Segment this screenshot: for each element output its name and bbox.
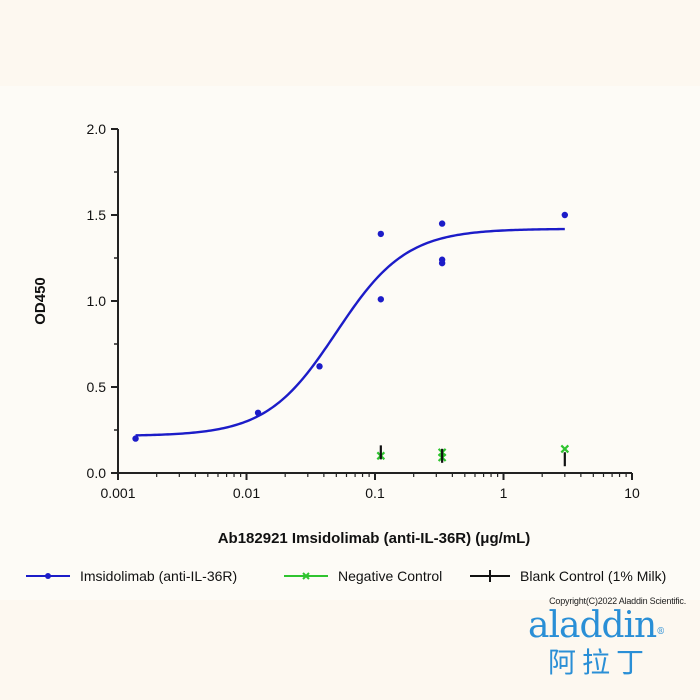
legend-item-blank-control: Blank Control (1% Milk)	[470, 568, 666, 584]
y-tick-label: 1.0	[87, 293, 107, 309]
legend: Imsidolimab (anti-IL-36R) Negative Contr…	[0, 562, 700, 590]
x-tick-label: 1	[500, 485, 508, 501]
x-tick-label: 0.01	[233, 485, 260, 501]
fit-curve-group	[135, 227, 565, 437]
x-tick-label: 0.1	[365, 485, 385, 501]
legend-label-negative-control: Negative Control	[338, 568, 443, 584]
logo-wordmark: aladdin®	[528, 605, 665, 646]
legend-label-imsidolimab: Imsidolimab (anti-IL-36R)	[80, 568, 238, 584]
data-point-circle	[438, 256, 446, 263]
data-point-circle	[132, 435, 139, 442]
aladdin-logo: aladdin® 阿拉丁	[528, 606, 688, 686]
y-tick-label: 0.5	[87, 379, 107, 395]
x-tick-label: 0.001	[100, 485, 135, 501]
data-point-circle	[377, 296, 385, 303]
legend-line-x-icon	[284, 572, 328, 580]
dose-response-chart: 0.0 0.5 1.0 1.5 2.0 0.001 0.01 0.1 1 10 OD450 Ab…	[32, 121, 640, 547]
top-band	[0, 0, 700, 86]
x-tick-label: 10	[624, 485, 640, 501]
y-axis-ticks: 0.0 0.5 1.0 1.5 2.0	[87, 121, 118, 481]
legend-label-blank-control: Blank Control (1% Milk)	[520, 568, 667, 584]
legend-item-negative-control: Negative Control	[284, 568, 442, 584]
bottom-band	[0, 600, 700, 700]
fit-curve	[135, 227, 565, 437]
y-tick-label: 0.0	[87, 465, 107, 481]
y-tick-label: 1.5	[87, 207, 107, 223]
axes	[117, 129, 632, 474]
data-points-group	[132, 211, 570, 467]
x-axis-ticks: 0.001 0.01 0.1 1 10	[100, 473, 640, 501]
legend-item-imsidolimab: Imsidolimab (anti-IL-36R)	[26, 568, 237, 584]
x-axis-label: Ab182921 Imsidolimab (anti-IL-36R) (μg/m…	[218, 530, 531, 547]
copyright-text: Copyright(C)2022 Aladdin Scientific.	[549, 596, 686, 606]
legend-line-circle-icon	[26, 573, 70, 579]
data-point-circle	[561, 211, 569, 219]
data-point-circle	[316, 363, 323, 370]
legend-line-plus-icon	[470, 570, 510, 582]
y-tick-label: 2.0	[87, 121, 107, 137]
logo-chinese: 阿拉丁	[548, 646, 651, 679]
data-point-circle	[438, 220, 446, 227]
data-point-circle	[377, 230, 385, 238]
y-axis-label: OD450	[32, 277, 49, 325]
data-point-x	[560, 444, 570, 454]
data-point-circle	[254, 409, 262, 416]
